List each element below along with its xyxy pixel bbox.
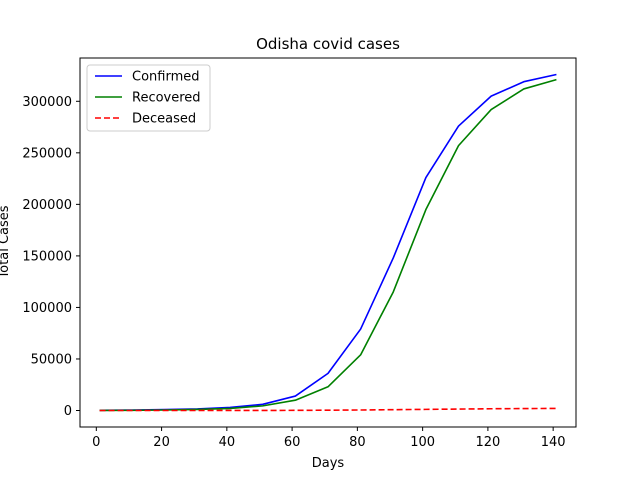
x-tick-label: 0 <box>92 435 100 450</box>
x-ticks: 0 20 40 60 80 100 120 140 <box>92 427 566 450</box>
legend: Confirmed Recovered Deceased <box>86 64 211 132</box>
legend-label-recovered: Recovered <box>132 91 201 106</box>
y-tick-label: 300000 <box>22 95 72 110</box>
y-axis-label: Total Cases <box>0 205 12 279</box>
legend-label-confirmed: Confirmed <box>132 70 200 85</box>
y-tick-label: 250000 <box>22 146 72 161</box>
plot-lines <box>99 73 557 412</box>
x-tick-label: 80 <box>349 435 366 450</box>
series-line-deceased <box>99 407 557 412</box>
y-tick-label: 200000 <box>22 198 72 213</box>
chart-title: Odisha covid cases <box>256 35 400 53</box>
plot-frame <box>79 57 577 428</box>
legend-label-deceased: Deceased <box>132 112 196 127</box>
x-axis-label: Days <box>312 456 345 471</box>
y-tick-label: 50000 <box>31 352 72 367</box>
y-ticks: 0 50000 100000 150000 200000 250000 300000 <box>22 95 80 419</box>
x-tick-label: 100 <box>410 435 435 450</box>
x-tick-label: 20 <box>153 435 170 450</box>
y-tick-label: 0 <box>64 404 72 419</box>
y-tick-label: 100000 <box>22 301 72 316</box>
x-tick-label: 120 <box>475 435 500 450</box>
x-tick-label: 40 <box>219 435 236 450</box>
x-tick-label: 140 <box>541 435 566 450</box>
y-tick-label: 150000 <box>22 249 72 264</box>
x-tick-label: 60 <box>284 435 301 450</box>
legend-box <box>86 64 211 132</box>
